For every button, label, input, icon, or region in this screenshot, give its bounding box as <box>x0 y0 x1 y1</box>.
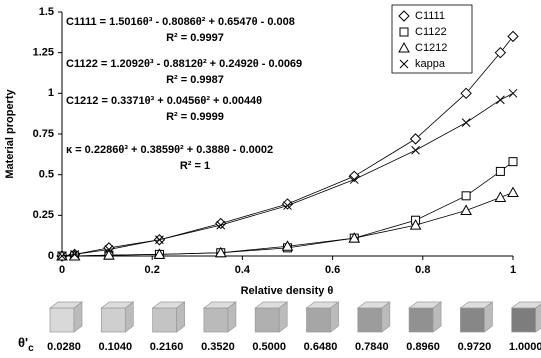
marker <box>508 188 518 197</box>
legend: C1111 C1122 C1212 kappa <box>392 5 472 73</box>
marker <box>496 167 504 175</box>
annotation: κ = 0.2286θ³ + 0.3859θ² + 0.388θ - 0.000… <box>66 144 273 156</box>
x-tick-label: 0.6 <box>325 264 340 276</box>
thumbnail-cube <box>307 308 331 332</box>
series-line <box>62 93 513 256</box>
annotation: R² = 0.9999 <box>166 111 224 123</box>
marker <box>400 28 408 36</box>
thumbnail-cube <box>101 308 125 332</box>
annotation: R² = 0.9987 <box>166 74 224 86</box>
marker <box>496 96 504 104</box>
thumbnail-label: 0.8960 <box>406 341 440 353</box>
thumbnail-row-label: θ'c <box>18 335 34 353</box>
thumbnail-cube <box>460 308 484 332</box>
y-tick-label: 0.5 <box>39 169 54 181</box>
marker <box>461 205 471 214</box>
marker <box>462 119 470 127</box>
legend-label: C1111 <box>415 10 445 22</box>
x-tick-label: 0.2 <box>145 264 160 276</box>
marker <box>509 89 517 97</box>
thumbnail <box>50 302 82 332</box>
legend-label: C1122 <box>415 26 447 38</box>
thumbnail-label: 0.3520 <box>201 341 235 353</box>
legend-label: kappa <box>415 58 446 70</box>
thumbnail-label: 0.0280 <box>47 341 81 353</box>
figure: Material property Relative density θ θ'c… <box>0 0 541 358</box>
annotation: R² = 0.9997 <box>166 32 224 44</box>
thumbnail-cube <box>50 308 74 332</box>
thumbnail-label: 0.6480 <box>304 341 338 353</box>
marker <box>508 31 518 41</box>
y-axis-label: Material property <box>4 88 16 178</box>
thumbnail-cube <box>255 308 279 332</box>
y-tick-label: 1.5 <box>39 6 54 18</box>
x-tick-label: 0.8 <box>415 264 430 276</box>
thumbnail-cube <box>153 308 177 332</box>
annotation: R² = 1 <box>180 160 210 172</box>
thumbnail <box>255 302 287 332</box>
marker <box>412 146 420 154</box>
marker <box>216 218 226 228</box>
x-tick-label: 1 <box>510 264 516 276</box>
thumbnail <box>101 302 133 332</box>
thumbnail-label: 1.0000 <box>509 341 541 353</box>
y-tick-label: 1 <box>48 87 54 99</box>
x-tick-label: 0.4 <box>235 264 251 276</box>
thumbnail <box>512 302 541 332</box>
marker <box>509 158 517 166</box>
thumbnail-label: 0.5000 <box>252 341 286 353</box>
x-tick-label: 0 <box>59 264 65 276</box>
thumbnail-cube <box>204 308 228 332</box>
thumbnail <box>307 302 339 332</box>
marker <box>495 48 505 58</box>
thumbnail <box>204 302 236 332</box>
thumbnail-label: 0.9720 <box>458 341 492 353</box>
x-axis-label: Relative density θ <box>241 285 334 297</box>
y-tick-label: 1.25 <box>33 47 54 59</box>
thumbnail <box>409 302 441 332</box>
thumbnail-label: 0.2160 <box>150 341 184 353</box>
thumbnail-cube <box>512 308 536 332</box>
y-tick-label: 0.25 <box>33 209 54 221</box>
thumbnail <box>460 302 492 332</box>
thumbnail-cube <box>358 308 382 332</box>
thumbnail-label: 0.7840 <box>355 341 389 353</box>
thumbnail-cube <box>409 308 433 332</box>
y-tick-label: 0 <box>48 250 54 262</box>
marker <box>462 192 470 200</box>
thumbnail <box>358 302 390 332</box>
annotation: C1111 = 1.5016θ³ - 0.8086θ² + 0.6547θ - … <box>66 16 295 28</box>
annotation: C1212 = 0.3371θ³ + 0.0456θ² + 0.0044θ <box>66 95 262 107</box>
marker <box>495 192 505 201</box>
thumbnail-label: 0.1040 <box>98 341 132 353</box>
thumbnail <box>153 302 185 332</box>
legend-label: C1212 <box>415 42 447 54</box>
annotation: C1122 = 1.2092θ³ - 0.8812θ² + 0.2492θ - … <box>66 58 302 70</box>
y-tick-label: 0.75 <box>33 128 54 140</box>
